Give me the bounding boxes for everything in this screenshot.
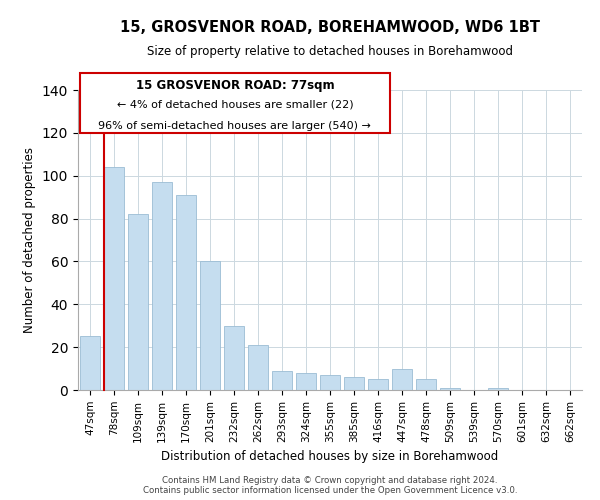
Text: 96% of semi-detached houses are larger (540) →: 96% of semi-detached houses are larger (…	[98, 121, 371, 131]
Bar	[296, 373, 316, 390]
Text: Contains HM Land Registry data © Crown copyright and database right 2024.
Contai: Contains HM Land Registry data © Crown c…	[143, 476, 517, 495]
Bar	[248, 345, 268, 390]
Bar	[344, 377, 364, 390]
Text: 15 GROSVENOR ROAD: 77sqm: 15 GROSVENOR ROAD: 77sqm	[136, 79, 334, 92]
Y-axis label: Number of detached properties: Number of detached properties	[23, 147, 37, 333]
Bar	[152, 182, 172, 390]
Bar	[128, 214, 148, 390]
Bar	[200, 262, 220, 390]
Bar	[224, 326, 244, 390]
Bar	[488, 388, 508, 390]
Text: 15, GROSVENOR ROAD, BOREHAMWOOD, WD6 1BT: 15, GROSVENOR ROAD, BOREHAMWOOD, WD6 1BT	[120, 20, 540, 35]
X-axis label: Distribution of detached houses by size in Borehamwood: Distribution of detached houses by size …	[161, 450, 499, 463]
Bar	[320, 375, 340, 390]
Bar	[416, 380, 436, 390]
FancyBboxPatch shape	[80, 73, 390, 133]
Bar	[104, 167, 124, 390]
Bar	[392, 368, 412, 390]
Bar	[80, 336, 100, 390]
Text: Size of property relative to detached houses in Borehamwood: Size of property relative to detached ho…	[147, 45, 513, 58]
Bar	[368, 380, 388, 390]
Bar	[440, 388, 460, 390]
Text: ← 4% of detached houses are smaller (22): ← 4% of detached houses are smaller (22)	[116, 100, 353, 110]
Bar	[272, 370, 292, 390]
Bar	[176, 195, 196, 390]
